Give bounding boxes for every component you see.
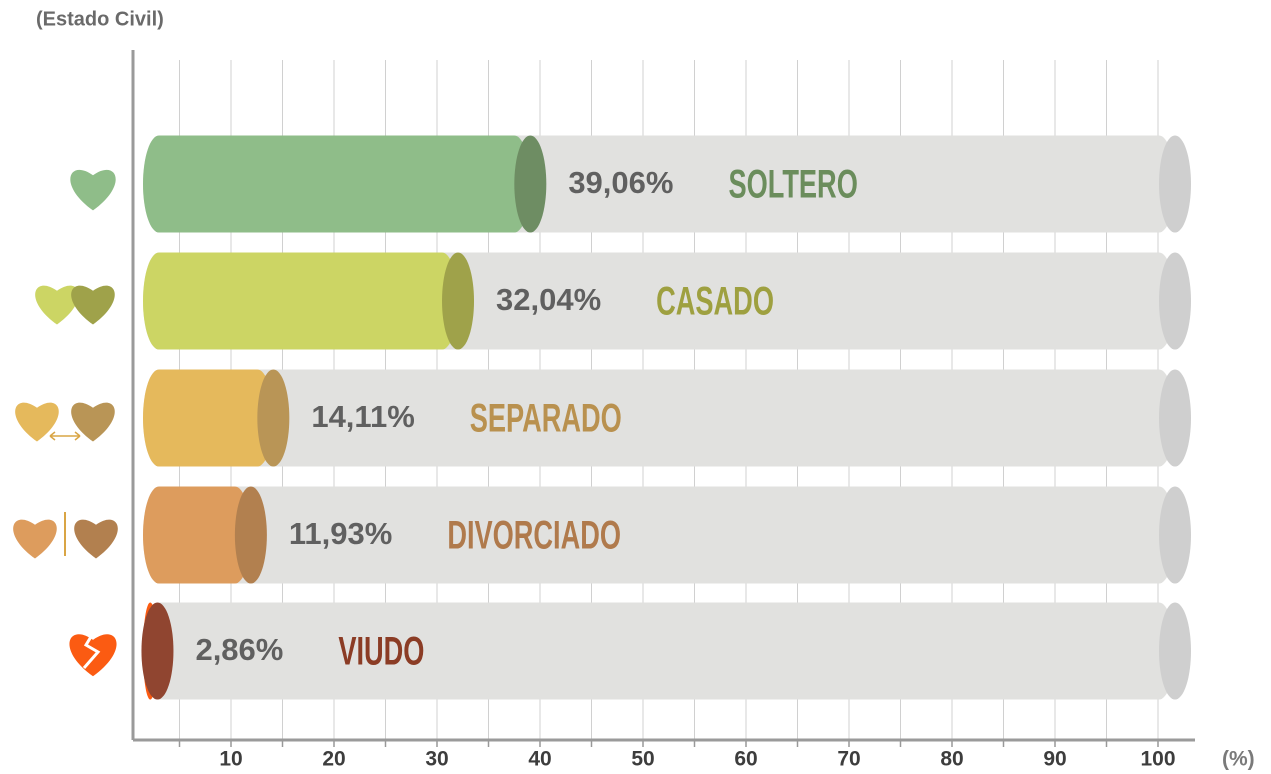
track-cap bbox=[1159, 252, 1191, 350]
x-tick-label: 70 bbox=[837, 748, 860, 771]
x-tick-label: 50 bbox=[631, 748, 654, 771]
bar-cap bbox=[514, 135, 547, 233]
bar bbox=[143, 369, 274, 467]
heart-icon bbox=[69, 634, 117, 677]
track-cap bbox=[1159, 602, 1191, 700]
x-tick-label: 10 bbox=[219, 748, 242, 771]
value-label: 32,04% bbox=[496, 282, 601, 317]
x-tick-label: 90 bbox=[1043, 748, 1066, 771]
bar bbox=[143, 486, 251, 584]
x-tick-label: 40 bbox=[528, 748, 551, 771]
value-label: 14,11% bbox=[311, 399, 414, 434]
bar-cap bbox=[234, 486, 267, 584]
crack-icon bbox=[82, 629, 101, 669]
value-label: 11,93% bbox=[289, 516, 392, 551]
x-tick-label: 30 bbox=[425, 748, 448, 771]
value-label: 2,86% bbox=[195, 632, 283, 667]
unit-label: (%) bbox=[1222, 748, 1255, 771]
heart-icon bbox=[13, 519, 57, 559]
category-label: DIVORCIADO bbox=[447, 513, 621, 557]
x-tick-label: 100 bbox=[1140, 748, 1175, 771]
heart-icon bbox=[15, 402, 59, 442]
bar-cap bbox=[141, 602, 174, 700]
heart-icon bbox=[74, 519, 118, 559]
heart-icon bbox=[35, 285, 79, 325]
track bbox=[143, 369, 1175, 467]
track bbox=[143, 486, 1175, 584]
bar-cap bbox=[257, 369, 290, 467]
heart-icon bbox=[71, 402, 115, 442]
category-label: SOLTERO bbox=[728, 162, 857, 206]
x-tick-label: 60 bbox=[734, 748, 757, 771]
category-label: VIUDO bbox=[338, 629, 424, 673]
bar bbox=[143, 135, 531, 233]
track bbox=[143, 602, 1175, 700]
category-label: CASADO bbox=[656, 279, 774, 323]
x-tick-label: 80 bbox=[940, 748, 963, 771]
value-label: 39,06% bbox=[568, 165, 673, 200]
category-label: SEPARADO bbox=[470, 396, 622, 440]
track-cap bbox=[1159, 135, 1191, 233]
track-cap bbox=[1159, 486, 1191, 584]
bar-cap bbox=[442, 252, 475, 350]
bar bbox=[143, 252, 459, 350]
arrow-icon bbox=[49, 431, 81, 441]
chart-title: (Estado Civil) bbox=[36, 8, 164, 30]
heart-icon bbox=[70, 169, 116, 211]
track-cap bbox=[1159, 369, 1191, 467]
x-tick-label: 20 bbox=[322, 748, 345, 771]
heart-icon bbox=[71, 285, 115, 325]
